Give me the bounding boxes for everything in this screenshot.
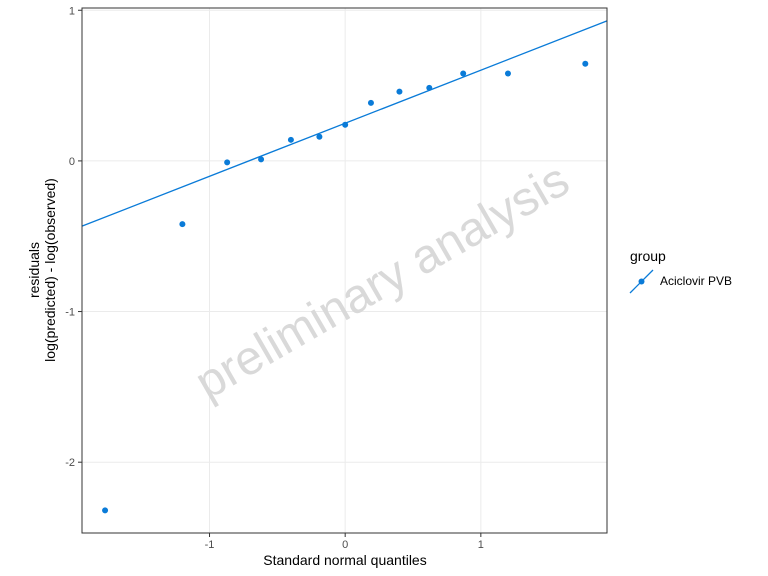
data-point (316, 133, 323, 140)
legend-entry-label: Aciclovir PVB (660, 274, 732, 288)
data-point (367, 99, 374, 106)
legend-title: group (630, 248, 666, 264)
data-point (224, 159, 231, 166)
y-tick-label: -2 (65, 457, 75, 469)
x-tick-label: -1 (205, 539, 215, 551)
data-point (426, 84, 433, 91)
x-tick-label: 1 (478, 539, 484, 551)
points-group (102, 60, 589, 514)
gridlines (82, 8, 607, 533)
y-axis-label-line2: log(predicted) - log(observed) (42, 178, 58, 362)
data-point (102, 507, 109, 514)
data-point (287, 136, 294, 143)
watermark: preliminary analysis (186, 153, 578, 410)
ticks-group: -1 0 1 -2 -1 0 1 (65, 5, 484, 551)
data-point (396, 88, 403, 95)
data-point (460, 70, 467, 77)
y-tick-label: -1 (65, 307, 75, 319)
panel-border (81, 7, 608, 534)
data-point (342, 121, 349, 128)
data-point (258, 156, 265, 163)
legend-key-point (638, 278, 645, 285)
y-tick-label: 0 (69, 156, 75, 168)
y-axis-label-line1: residuals (26, 242, 42, 298)
x-axis-label: Standard normal quantiles (263, 552, 426, 568)
data-point (179, 221, 186, 228)
x-tick-label: 0 (342, 539, 348, 551)
legend: group Aciclovir PVB (629, 248, 732, 294)
y-tick-label: 1 (69, 5, 75, 17)
data-point (504, 70, 511, 77)
data-point (582, 60, 589, 67)
